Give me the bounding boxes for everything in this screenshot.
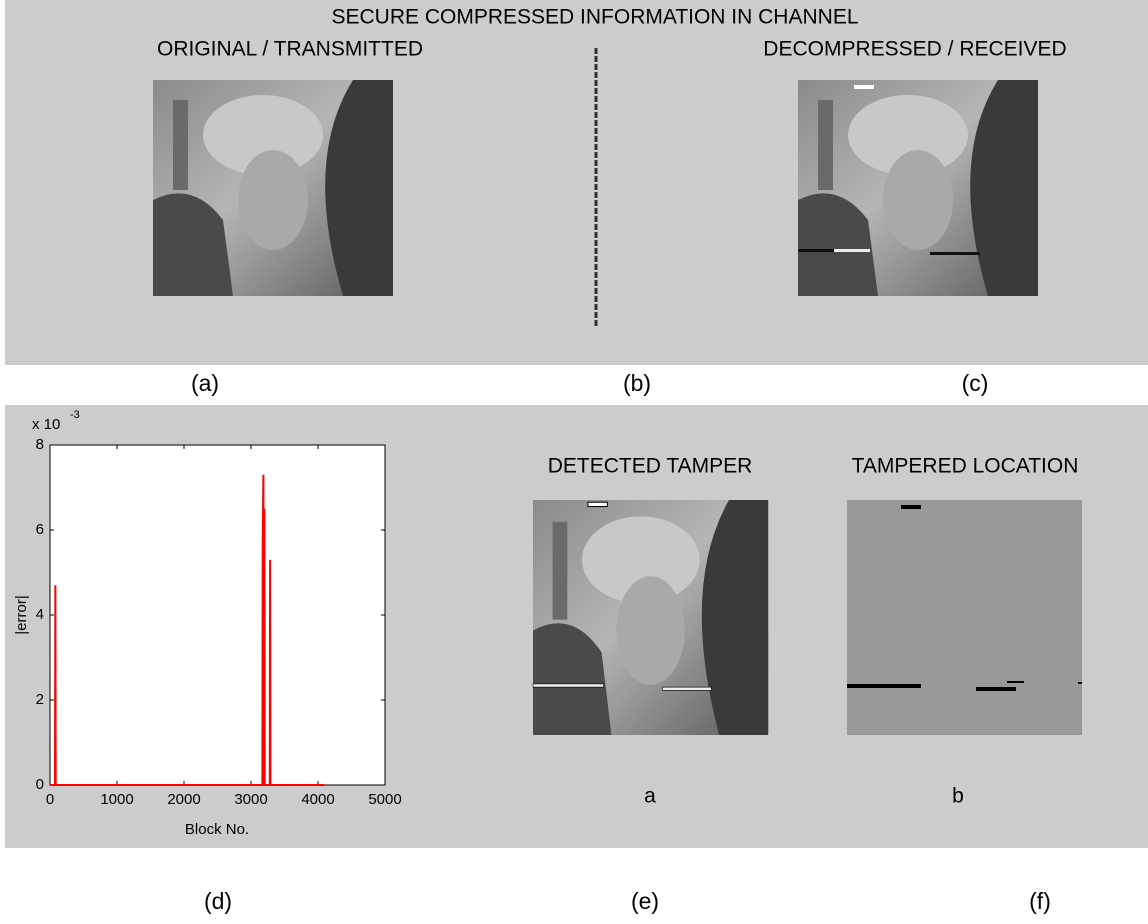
panel-label: (a) [191,370,219,396]
y-scale-exponent: -3 [70,409,80,421]
panel-label: (e) [631,888,659,914]
x-tick-label: 1000 [100,791,133,808]
heading: ORIGINAL / TRANSMITTED [157,38,423,61]
plot: x 10 -3 Block No. |error| 0 1000 2000 3000 4… [13,409,402,838]
panel-label: (b) [623,370,651,396]
x-tick-label: 5000 [368,791,401,808]
x-tick-label: 4000 [301,791,334,808]
caption: b [952,785,964,808]
heading: TAMPERED LOCATION [852,455,1079,478]
detected-tamper-image [532,500,769,736]
title: SECURE COMPRESSED INFORMATION IN CHANNEL [332,6,859,29]
y-scale-base: x 10 [32,416,60,433]
heading: DETECTED TAMPER [548,455,753,478]
y-tick-label: 6 [36,521,44,538]
original-image [153,80,393,296]
tampered-location-image [847,500,1082,735]
caption: a [644,785,656,808]
axes [49,444,386,786]
x-tick-label: 0 [46,791,54,808]
error-line [50,474,325,786]
y-tick-label: 4 [36,606,44,623]
panel-label: (d) [204,888,232,914]
y-tick-label: 2 [36,691,44,708]
x-tick-label: 3000 [234,791,267,808]
y-axis-label: |error| [13,595,30,634]
x-axis-label: Block No. [185,821,249,838]
x-tick-label: 2000 [167,791,200,808]
heading: DECOMPRESSED / RECEIVED [763,38,1066,61]
panel-label: (f) [1029,888,1051,914]
y-tick-label: 8 [36,436,44,453]
panel-label: (c) [962,370,989,396]
received-image [798,80,1038,296]
y-tick-label: 0 [36,776,44,793]
